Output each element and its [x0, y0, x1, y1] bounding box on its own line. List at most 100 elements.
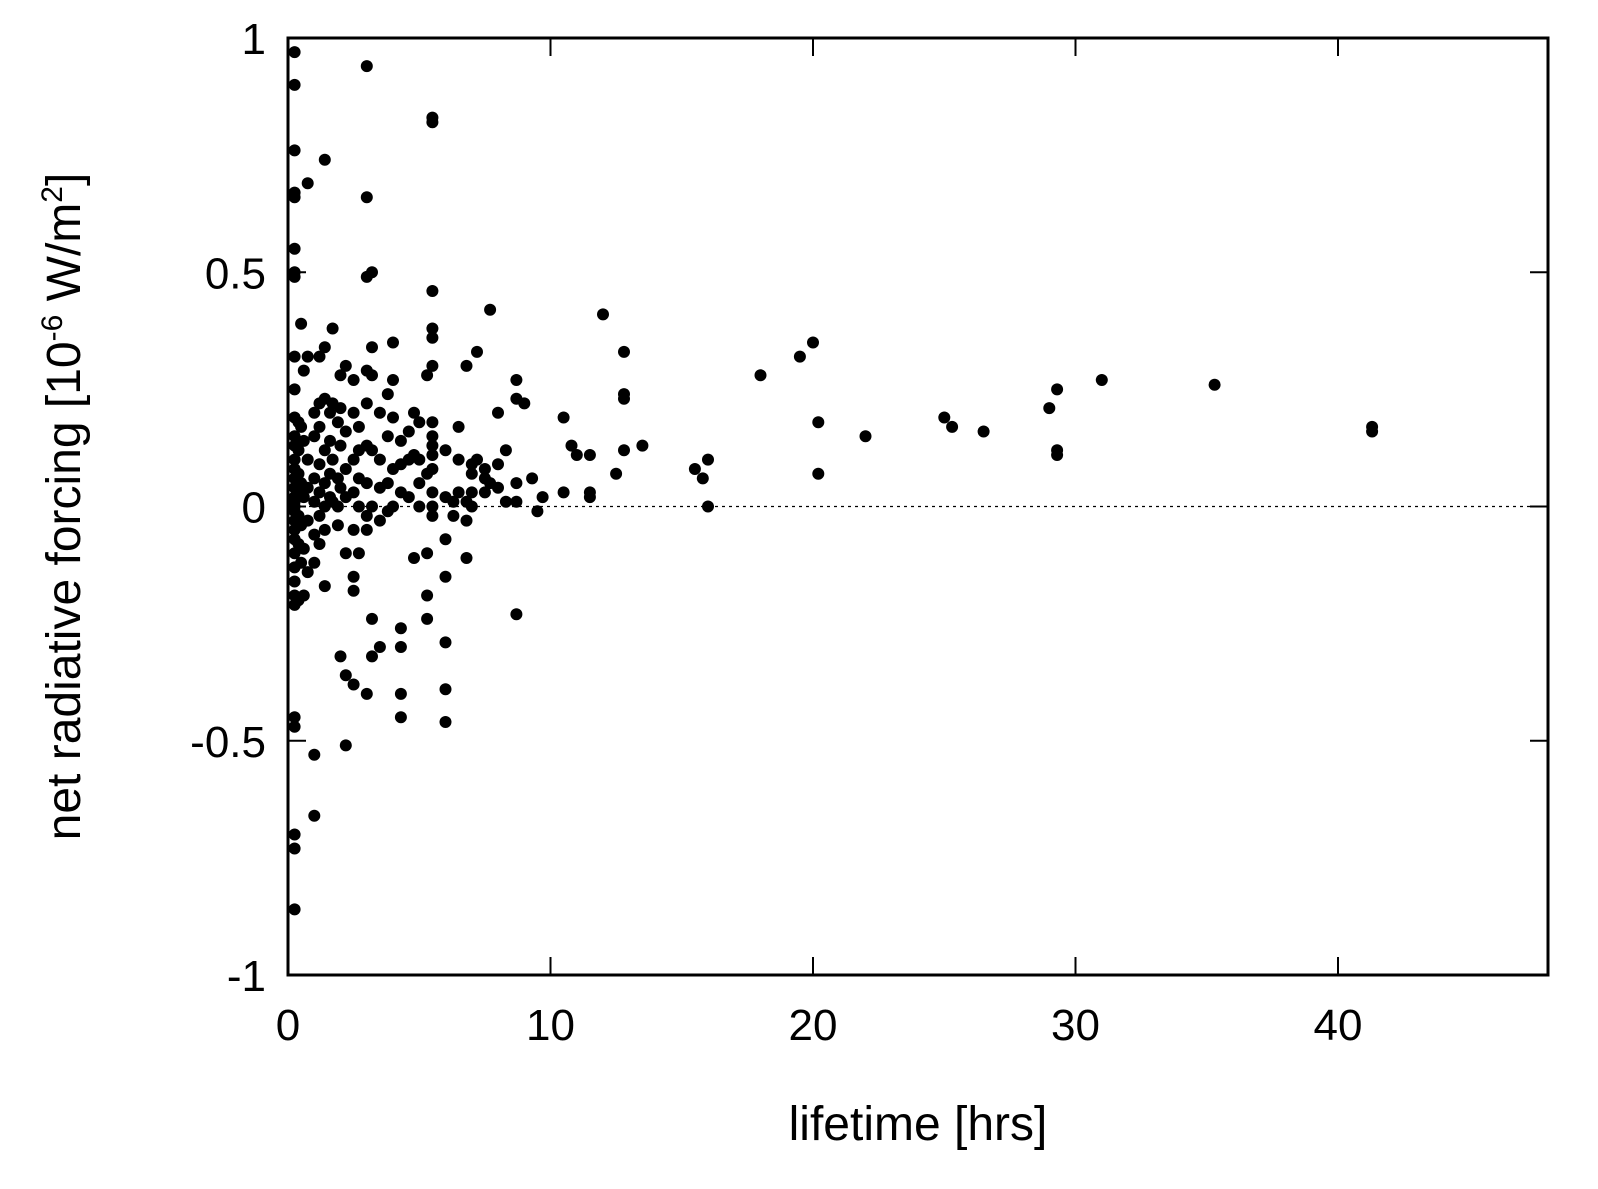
data-point — [557, 486, 570, 499]
data-point — [421, 589, 434, 602]
data-point — [297, 364, 310, 377]
data-point — [439, 716, 452, 728]
data-point — [460, 359, 473, 372]
data-point — [408, 406, 420, 419]
data-point — [426, 509, 439, 522]
y-axis-title-close: ] — [38, 173, 91, 186]
x-tick-label: 40 — [1314, 1001, 1363, 1050]
data-point — [426, 116, 439, 129]
data-point — [339, 463, 352, 475]
data-point — [347, 374, 360, 386]
data-point — [439, 683, 452, 696]
data-point — [977, 425, 990, 438]
data-point — [334, 650, 347, 663]
data-point — [313, 420, 326, 433]
data-point — [295, 556, 308, 569]
y-tick-label: -0.5 — [190, 718, 266, 767]
data-point — [421, 547, 434, 560]
data-point — [295, 317, 308, 330]
data-point — [510, 608, 523, 621]
data-point — [426, 439, 439, 452]
data-point — [288, 383, 301, 396]
data-point — [366, 341, 378, 354]
data-point — [465, 486, 478, 499]
data-point — [426, 331, 439, 344]
data-point — [387, 336, 399, 349]
data-point — [1095, 374, 1108, 386]
data-point — [373, 406, 386, 419]
plot-frame — [286, 36, 1550, 977]
data-point — [460, 514, 473, 527]
data-point — [347, 486, 360, 499]
data-point — [381, 477, 394, 490]
data-point — [292, 467, 305, 480]
data-point — [313, 538, 326, 550]
data-point — [313, 458, 326, 471]
data-point — [413, 477, 426, 490]
x-tick-label: 10 — [526, 1001, 575, 1050]
data-point — [360, 477, 373, 490]
data-points — [288, 46, 1379, 916]
data-point — [313, 350, 326, 363]
data-point — [426, 322, 439, 335]
y-axis-title-unit-exponent: 2 — [36, 186, 69, 203]
data-point — [301, 350, 314, 363]
x-tick-label: 30 — [1051, 1001, 1100, 1050]
data-point — [793, 350, 806, 363]
data-point — [313, 486, 326, 499]
data-point — [366, 500, 378, 513]
data-point — [339, 739, 352, 752]
data-point — [1051, 449, 1064, 461]
data-point — [334, 369, 347, 382]
data-point — [326, 322, 339, 335]
data-point — [288, 903, 301, 916]
y-axis-title-exponent: -6 — [36, 315, 69, 342]
data-point — [360, 191, 373, 204]
data-point — [570, 449, 583, 461]
data-point — [297, 491, 310, 504]
data-point — [318, 341, 331, 354]
data-point — [292, 444, 305, 457]
data-point — [288, 430, 301, 443]
data-point — [318, 153, 331, 166]
data-point — [366, 266, 378, 279]
data-point — [288, 350, 301, 363]
data-point — [308, 406, 321, 419]
data-point — [807, 336, 819, 349]
data-point — [318, 523, 331, 536]
data-point — [465, 500, 478, 513]
data-point — [288, 144, 301, 157]
data-point — [452, 420, 465, 433]
data-point — [859, 430, 872, 443]
data-point — [421, 369, 434, 382]
data-point — [597, 308, 609, 321]
data-point — [1208, 378, 1221, 391]
data-point — [352, 547, 365, 560]
data-point — [583, 449, 596, 461]
data-point — [426, 463, 439, 475]
data-point — [387, 411, 399, 424]
data-point — [531, 505, 544, 518]
data-point — [946, 420, 959, 433]
data-point — [308, 528, 321, 541]
data-point — [812, 467, 825, 480]
data-point — [636, 439, 649, 452]
data-point — [565, 439, 578, 452]
data-point — [318, 477, 331, 490]
data-point — [1043, 402, 1056, 415]
data-point — [373, 641, 386, 653]
data-point — [326, 453, 339, 466]
data-point — [447, 495, 460, 508]
data-point — [301, 177, 314, 190]
y-tick-labels: -1 -0.5 0 0.5 1 — [190, 15, 266, 1001]
data-point — [360, 60, 373, 73]
data-point — [618, 444, 630, 457]
data-point — [360, 397, 373, 410]
data-point — [308, 472, 321, 485]
data-point — [754, 369, 767, 382]
x-tick-labels: 0 10 20 30 40 — [276, 1001, 1363, 1050]
data-point — [331, 519, 344, 532]
y-axis-title: net radiative forcing [10-6 W/m2] — [36, 173, 91, 841]
data-point — [413, 416, 426, 429]
